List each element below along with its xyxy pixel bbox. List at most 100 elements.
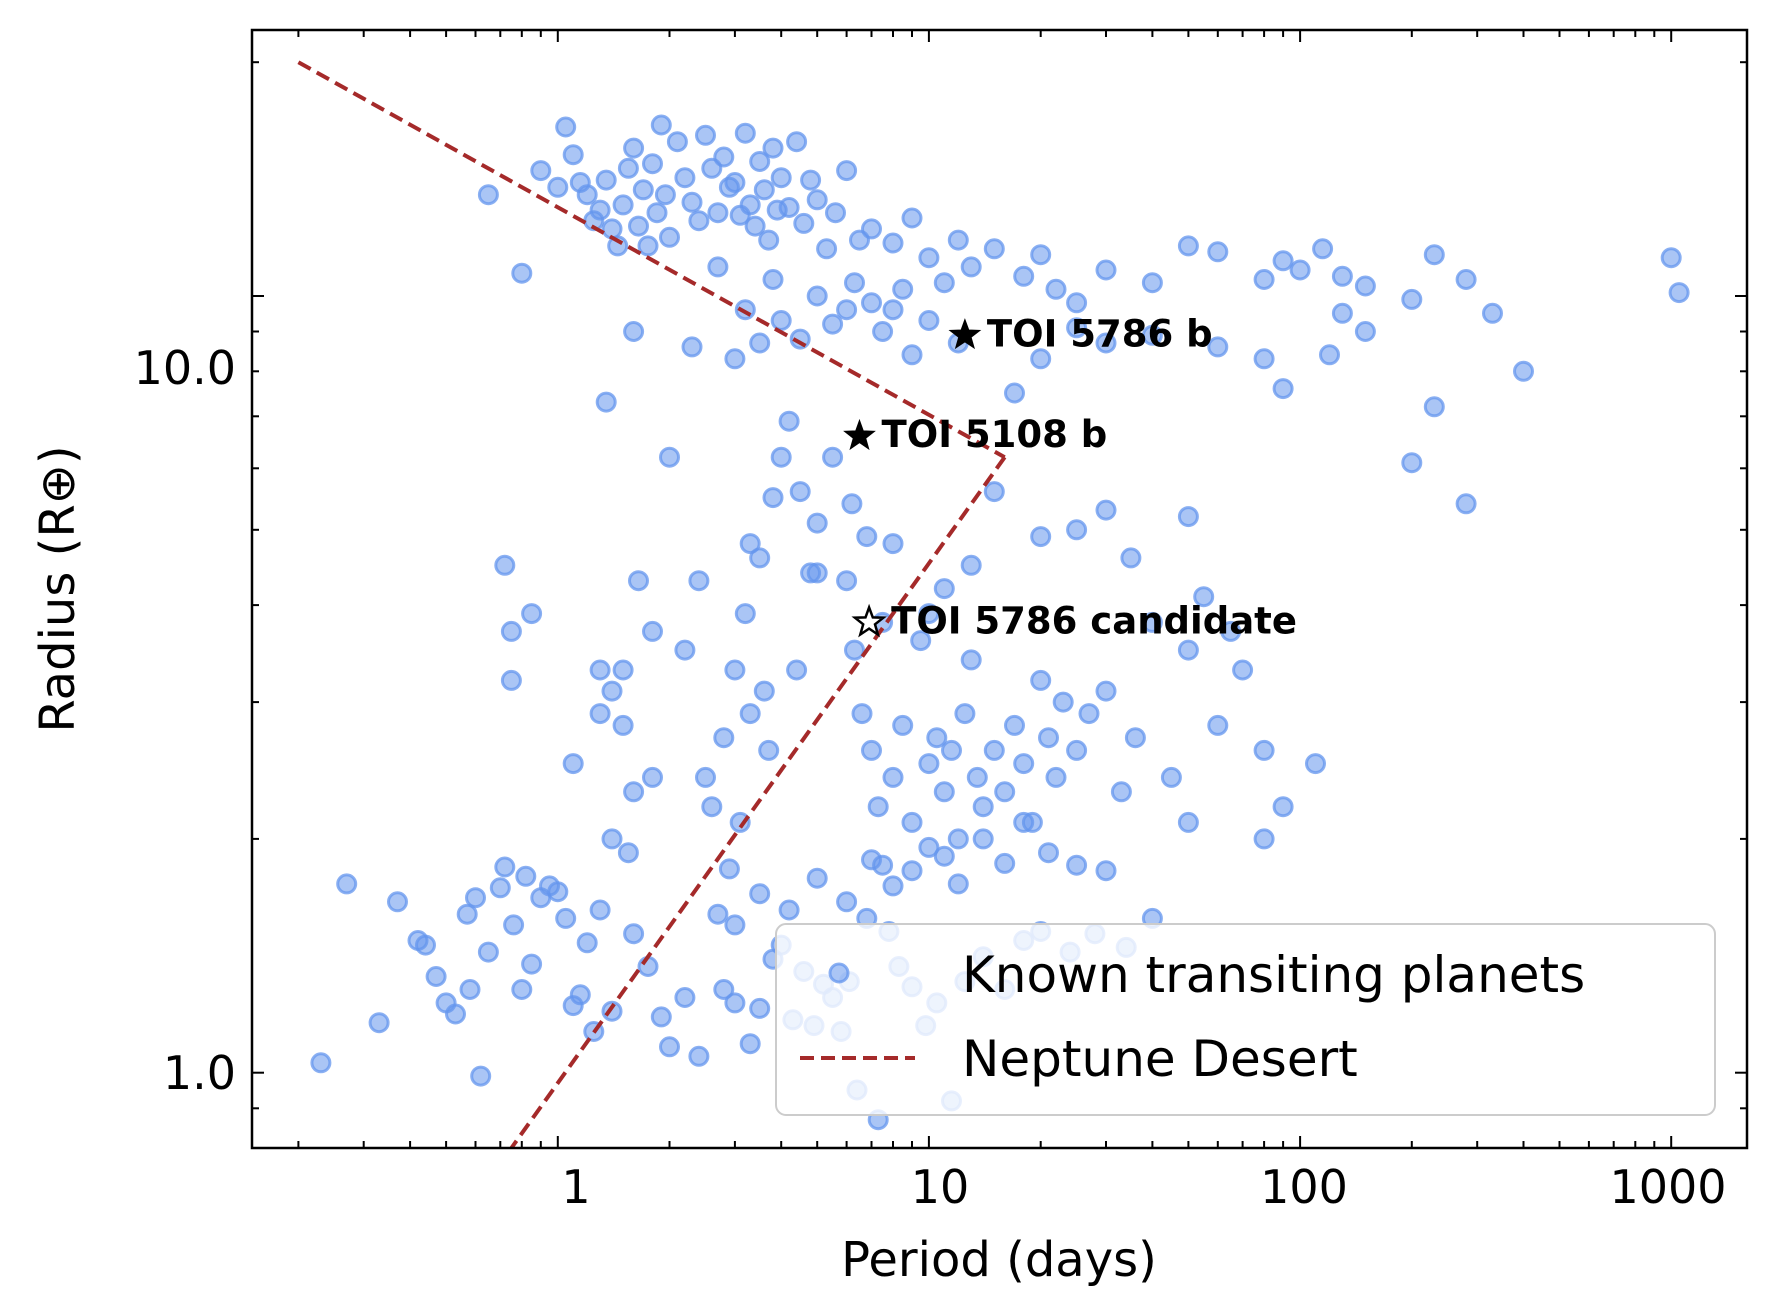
known-planets-points [310,114,1690,1131]
planet-point [637,235,659,257]
planet-point [822,313,844,335]
planet-point [770,310,792,331]
planet-point [1272,250,1294,272]
planet-point [387,891,408,913]
planet-point [713,979,735,1000]
y-tick-label-10: 10.0 [134,341,236,395]
planet-point [628,570,649,592]
planet-point [762,137,784,159]
planet-point [1354,321,1376,342]
planet-point [562,144,584,166]
planet-point [806,562,828,584]
planet-point [1305,753,1326,775]
planet-point [601,828,623,850]
planet-point [659,446,680,468]
legend-marker-circle [828,962,850,984]
planet-point [954,703,976,725]
planet-point [851,703,873,725]
planet-point [530,160,552,182]
planet-point [511,262,533,284]
legend-label-neptune-desert: Neptune Desert [962,1030,1358,1088]
planet-point [872,321,894,342]
planet-point [589,899,611,921]
planet-point [806,867,828,889]
planet-point [477,184,499,206]
planet-point [368,1012,390,1034]
planet-point [1177,506,1199,528]
planet-point [623,137,645,159]
planet-point [1045,278,1067,300]
planet-point [901,344,923,366]
planet-point [933,272,955,294]
planet-point [749,883,771,905]
planet-point [1423,396,1445,418]
planet-point [1423,244,1445,266]
planet-point [1272,378,1294,400]
planet-point [632,179,654,201]
planet-point [739,194,761,216]
x-tick-label-1000: 1000 [1609,1160,1726,1214]
planet-point [1660,247,1682,269]
planet-point [1253,828,1275,850]
planet-point [1253,739,1275,761]
planet-point [1455,269,1477,290]
planet-point [701,796,723,818]
planet-point [642,766,663,788]
planet-point [734,603,756,625]
planet-point [1141,272,1163,294]
planet-point [695,124,716,146]
planet-point [1066,292,1088,314]
planet-point [841,493,863,515]
planet-point [1030,244,1052,266]
planet-point [825,202,846,224]
planet-point [642,620,663,642]
planet-point [1004,714,1025,736]
planet-point [1095,332,1117,354]
planet-point [445,1003,466,1025]
planet-point [1253,269,1275,290]
planet-point [1207,336,1229,358]
planet-point [724,348,746,370]
planet-point [628,215,649,237]
planet-point [749,547,771,569]
planet-point [547,881,569,903]
planet-point [425,966,447,987]
planet-point [707,256,729,278]
planet-point [918,836,940,858]
planet-point [933,845,955,867]
planet-point [1160,766,1182,788]
planet-point [816,238,838,260]
planet-point [947,873,969,895]
planet-point [994,781,1016,803]
planet-point [960,554,982,576]
planet-point [994,852,1016,874]
planet-point [713,146,735,168]
planet-point [762,487,784,509]
planet-point [836,160,858,182]
planet-point [659,226,680,248]
planet-point [465,887,486,909]
planet-point [1030,348,1052,370]
planet-point [867,796,889,818]
planet-point [681,336,703,358]
planet-point [1066,519,1088,541]
planet-point [310,1052,332,1074]
neptune-desert-segment [509,456,1007,1150]
planet-point [844,639,865,661]
planet-point [1668,282,1690,304]
planet-point [707,202,729,224]
filled-star-marker [843,418,876,451]
planet-point [674,639,696,661]
planet-point [336,873,358,895]
planet-point [1095,259,1117,281]
planet-point [941,739,962,761]
planet-point [1095,860,1117,882]
planet-point [1220,620,1242,642]
planet-point [688,570,710,592]
annotation-label: TOI 5108 b [882,413,1108,456]
planet-point [1354,275,1376,297]
planet-point [1095,680,1117,702]
planet-point [1120,547,1142,569]
planet-point [707,903,729,925]
